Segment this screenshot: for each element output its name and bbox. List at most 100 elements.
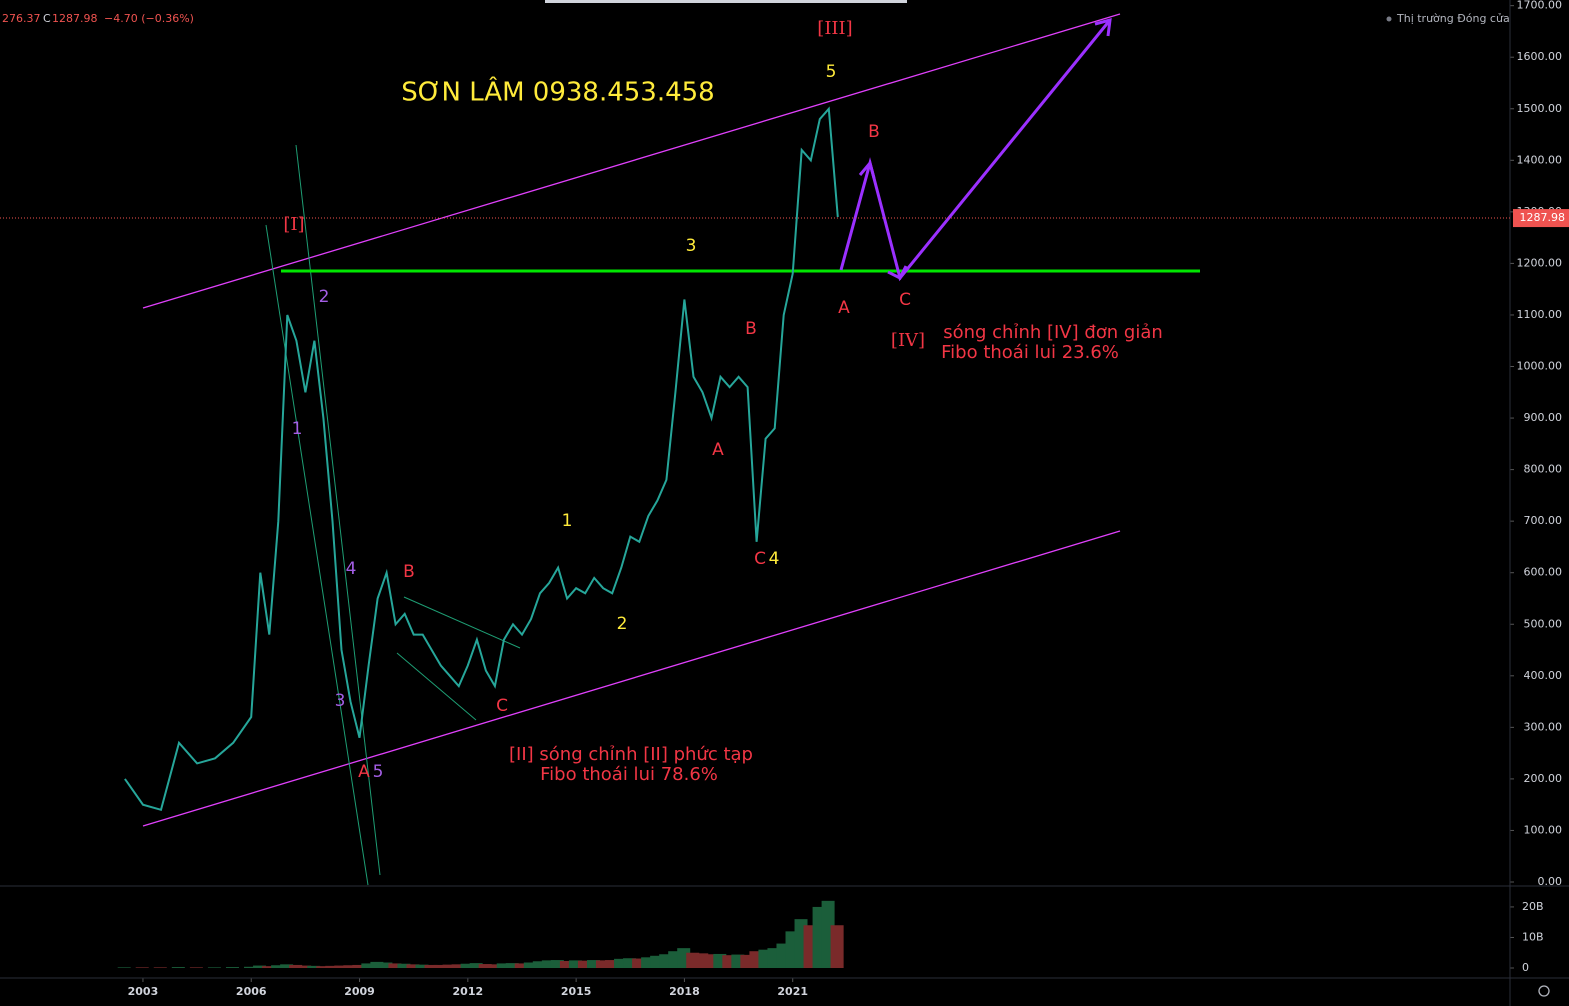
volume-bar <box>316 966 330 968</box>
wave-annotation: sóng chỉnh [IV] đơn giản <box>943 322 1163 343</box>
volume-bar <box>469 963 483 968</box>
wave-annotation: 2 <box>319 287 330 307</box>
y-tick-label: 500.00 <box>1524 617 1563 630</box>
wave-annotation: B <box>745 319 757 339</box>
y-tick-label: 1500.00 <box>1517 102 1563 115</box>
volume-bar <box>117 967 131 968</box>
volume-bar <box>343 965 357 968</box>
volume-bar <box>830 925 844 968</box>
volume-bar <box>586 960 600 968</box>
wave-annotation: 5 <box>826 62 837 82</box>
grid: 0.00 100.00 200.00 300.00 400.00 500.00 600.00… <box>128 0 1562 998</box>
wave-annotation: A <box>838 298 850 318</box>
wave-annotation: A <box>358 762 370 782</box>
wave-annotation: B <box>868 122 880 142</box>
marks: 1287.98 <box>0 106 1569 968</box>
wave-annotation: 4 <box>769 549 780 569</box>
volume-bar <box>298 965 312 968</box>
volume-bar <box>614 958 628 968</box>
volume-bar <box>595 960 609 968</box>
volume-bar <box>244 966 258 968</box>
channel-lower <box>142 530 1121 827</box>
volume-bar <box>225 967 239 968</box>
volume-bar <box>514 963 528 968</box>
y-tick-label: 1700.00 <box>1517 0 1563 12</box>
trend-line <box>295 144 381 876</box>
wave-annotation: 2 <box>617 614 628 634</box>
volume-tick-label: 10B <box>1522 930 1544 943</box>
x-tick-label: 2015 <box>561 985 592 998</box>
x-tick-label: 2012 <box>453 985 484 998</box>
x-tick-label: 2006 <box>236 985 267 998</box>
volume-bar <box>424 964 438 968</box>
y-tick-label: 0.00 <box>1538 875 1563 888</box>
ohlc-close: 1287.98 <box>52 12 98 25</box>
volume-bar <box>550 960 564 968</box>
y-tick-label: 100.00 <box>1524 823 1563 836</box>
volume-bar <box>388 963 402 968</box>
volume-bar <box>289 964 303 968</box>
volume-bar <box>379 962 393 968</box>
volume-bar <box>271 965 285 968</box>
volume-bar <box>641 957 655 968</box>
channel-upper <box>142 13 1121 309</box>
volume-bar <box>253 965 267 968</box>
volume-bar <box>325 965 339 968</box>
y-tick-label: 1400.00 <box>1517 153 1563 166</box>
volume-bar <box>397 963 411 968</box>
y-tick-label: 200.00 <box>1524 772 1563 785</box>
wave-annotation: 4 <box>346 559 357 579</box>
volume-bar <box>370 961 384 968</box>
wave-annotation: C <box>496 696 508 716</box>
y-tick-label: 1100.00 <box>1517 308 1563 321</box>
x-tick-label: 2009 <box>344 985 375 998</box>
volume-bar <box>352 964 366 968</box>
volume-bar <box>478 964 492 968</box>
volume-tick-label: 20B <box>1522 900 1544 913</box>
volume-bar <box>623 958 637 968</box>
last-price-label: 1287.98 <box>1520 211 1566 224</box>
volume-bar <box>262 966 276 968</box>
volume-bar <box>280 964 294 968</box>
price-line <box>124 106 839 812</box>
wave-annotation: B <box>403 562 415 582</box>
y-tick-label: 300.00 <box>1524 720 1563 733</box>
volume-bar <box>307 965 321 968</box>
ohlc-change: −4.70 (−0.36%) <box>104 12 194 25</box>
wave-annotation: Fibo thoái lui 78.6% <box>540 764 718 785</box>
volume-bar <box>171 967 185 968</box>
wave-annotation: [I] <box>283 214 304 235</box>
y-tick-label: 1200.00 <box>1517 256 1563 269</box>
volume-bar <box>406 964 420 968</box>
volume-bar <box>568 960 582 968</box>
labels: [III] 5 SƠN LÂM 0938.453.458 B [I] 3 2 A C B [IV] s… <box>283 18 1162 785</box>
wave-annotation: Fibo thoái lui 23.6% <box>941 342 1119 363</box>
wave-annotation: SƠN LÂM 0938.453.458 <box>401 76 714 108</box>
wave-annotation: 5 <box>373 762 384 782</box>
arrow-head <box>1094 17 1112 37</box>
volume-tick-label: 0 <box>1522 961 1529 974</box>
volume-bar <box>433 964 447 968</box>
x-tick-label: 2021 <box>777 985 808 998</box>
wave-annotation: 3 <box>335 691 346 711</box>
status-dot <box>1386 16 1392 22</box>
y-tick-label: 1000.00 <box>1517 360 1563 373</box>
wave-annotation: [III] <box>817 18 852 39</box>
wave-annotation: [IV] <box>891 330 925 351</box>
volume-bar <box>361 963 375 968</box>
settings-icon[interactable] <box>1538 985 1550 997</box>
ohlc-close-tag: C <box>43 12 51 25</box>
wave-annotation: 3 <box>686 236 697 256</box>
volume-bar <box>207 967 221 968</box>
volume-bar <box>523 962 537 968</box>
volume-bar <box>334 965 348 968</box>
volume-bar <box>559 960 573 968</box>
volume-bar <box>496 963 510 968</box>
volume-bar <box>632 958 646 968</box>
volume-bar <box>451 964 465 968</box>
x-tick-label: 2018 <box>669 985 700 998</box>
x-tick-label: 2003 <box>128 985 159 998</box>
y-tick-label: 1600.00 <box>1517 50 1563 63</box>
volume-bar <box>605 960 619 968</box>
volume-bar <box>415 964 429 968</box>
